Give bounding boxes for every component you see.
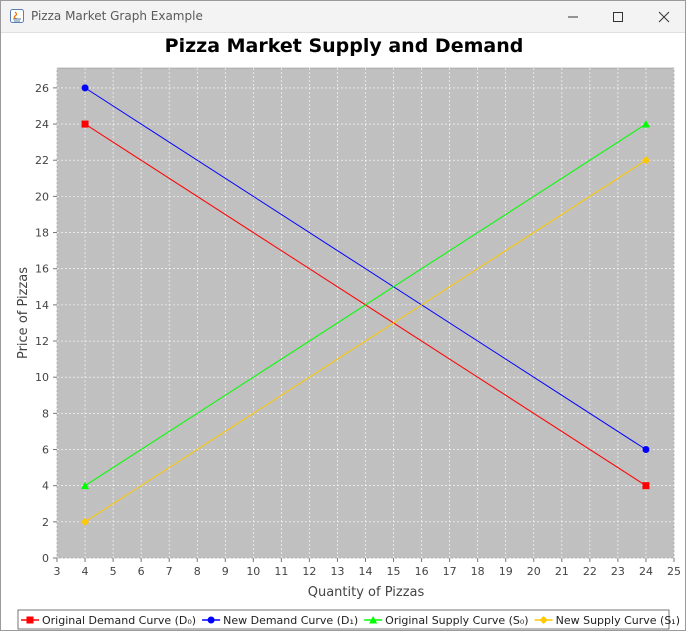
y-tick-label: 12 [35,335,49,348]
x-tick-label: 11 [274,565,288,578]
x-tick-label: 25 [667,565,681,578]
legend [17,609,670,630]
x-tick-label: 18 [471,565,485,578]
x-tick-label: 23 [611,565,625,578]
chart: Pizza Market Supply and Demand 3 4 5 6 7 8 9 10… [16,35,681,630]
series-line-2 [84,123,647,487]
x-tick-label: 13 [330,565,344,578]
minimize-button[interactable] [550,1,596,32]
x-tick-label: 4 [82,565,89,578]
legend-label-2: Original Supply Curve (S₀) [385,614,528,627]
series-line-1 [84,87,647,450]
data-point-2 [81,481,90,490]
x-tick-label: 17 [443,565,457,578]
close-button[interactable] [641,1,687,32]
y-tick-label: 10 [35,371,49,384]
legend-item-3: New Supply Curve (S₁) [534,614,680,627]
legend-label-3: New Supply Curve (S₁) [556,614,680,627]
series-line-3 [84,159,647,523]
x-axis-label: Quantity of Pizzas [308,585,425,600]
maximize-button[interactable] [595,1,641,32]
x-tick-label: 9 [222,565,229,578]
x-tick-label: 8 [194,565,201,578]
legend-marker-2 [369,616,378,624]
x-tick-label: 14 [359,565,373,578]
x-tick-label: 15 [387,565,401,578]
x-tick-label: 20 [527,565,541,578]
minimize-icon [568,16,578,17]
legend-marker-0 [26,616,34,624]
x-tick-label: 12 [302,565,316,578]
x-tick-label: 24 [639,565,653,578]
legend-marker-3 [539,616,548,624]
y-tick-label: 2 [42,516,49,529]
y-tick-label: 20 [35,190,49,203]
data-point-1 [642,446,650,454]
y-tick-label: 22 [35,154,49,167]
close-icon [658,11,670,22]
maximize-icon [613,11,623,22]
legend-label-0: Original Demand Curve (D₀) [42,614,196,627]
data-point-3 [81,517,90,526]
x-tick-label: 22 [583,565,597,578]
x-tick-label: 10 [246,565,260,578]
chart-title: Pizza Market Supply and Demand [165,35,524,57]
legend-item-2: Original Supply Curve (S₀) [364,614,529,627]
data-point-2 [641,120,650,128]
java-app-icon [10,9,24,23]
window-title: Pizza Market Graph Example [31,9,203,23]
data-point-0 [81,120,89,128]
x-tick-label: 21 [555,565,569,578]
y-tick-label: 18 [35,227,49,240]
data-point-0 [642,482,650,490]
legend-label-1: New Demand Curve (D₁) [223,614,358,627]
data-point-3 [641,156,650,165]
x-tick-label: 7 [166,565,173,578]
x-tick-label: 16 [415,565,429,578]
title-bar[interactable]: Pizza Market Graph Example [1,1,685,33]
x-tick-label: 19 [499,565,513,578]
y-tick-label: 26 [35,82,49,95]
x-tick-label: 3 [54,565,61,578]
legend-item-1: New Demand Curve (D₁) [202,614,358,627]
y-tick-label: 4 [42,480,49,493]
legend-item-0: Original Demand Curve (D₀) [21,614,196,627]
x-tick-label: 6 [138,565,145,578]
y-tick-label: 8 [42,407,49,420]
y-tick-label: 6 [42,444,49,457]
x-tick-label: 5 [110,565,117,578]
y-tick-label: 14 [35,299,49,312]
y-axis-label: Price of Pizzas [16,267,31,359]
y-tick-label: 0 [42,552,49,565]
y-tick-label: 24 [35,118,49,131]
data-point-1 [81,84,89,92]
y-tick-label: 16 [35,263,49,276]
legend-marker-1 [207,616,215,624]
